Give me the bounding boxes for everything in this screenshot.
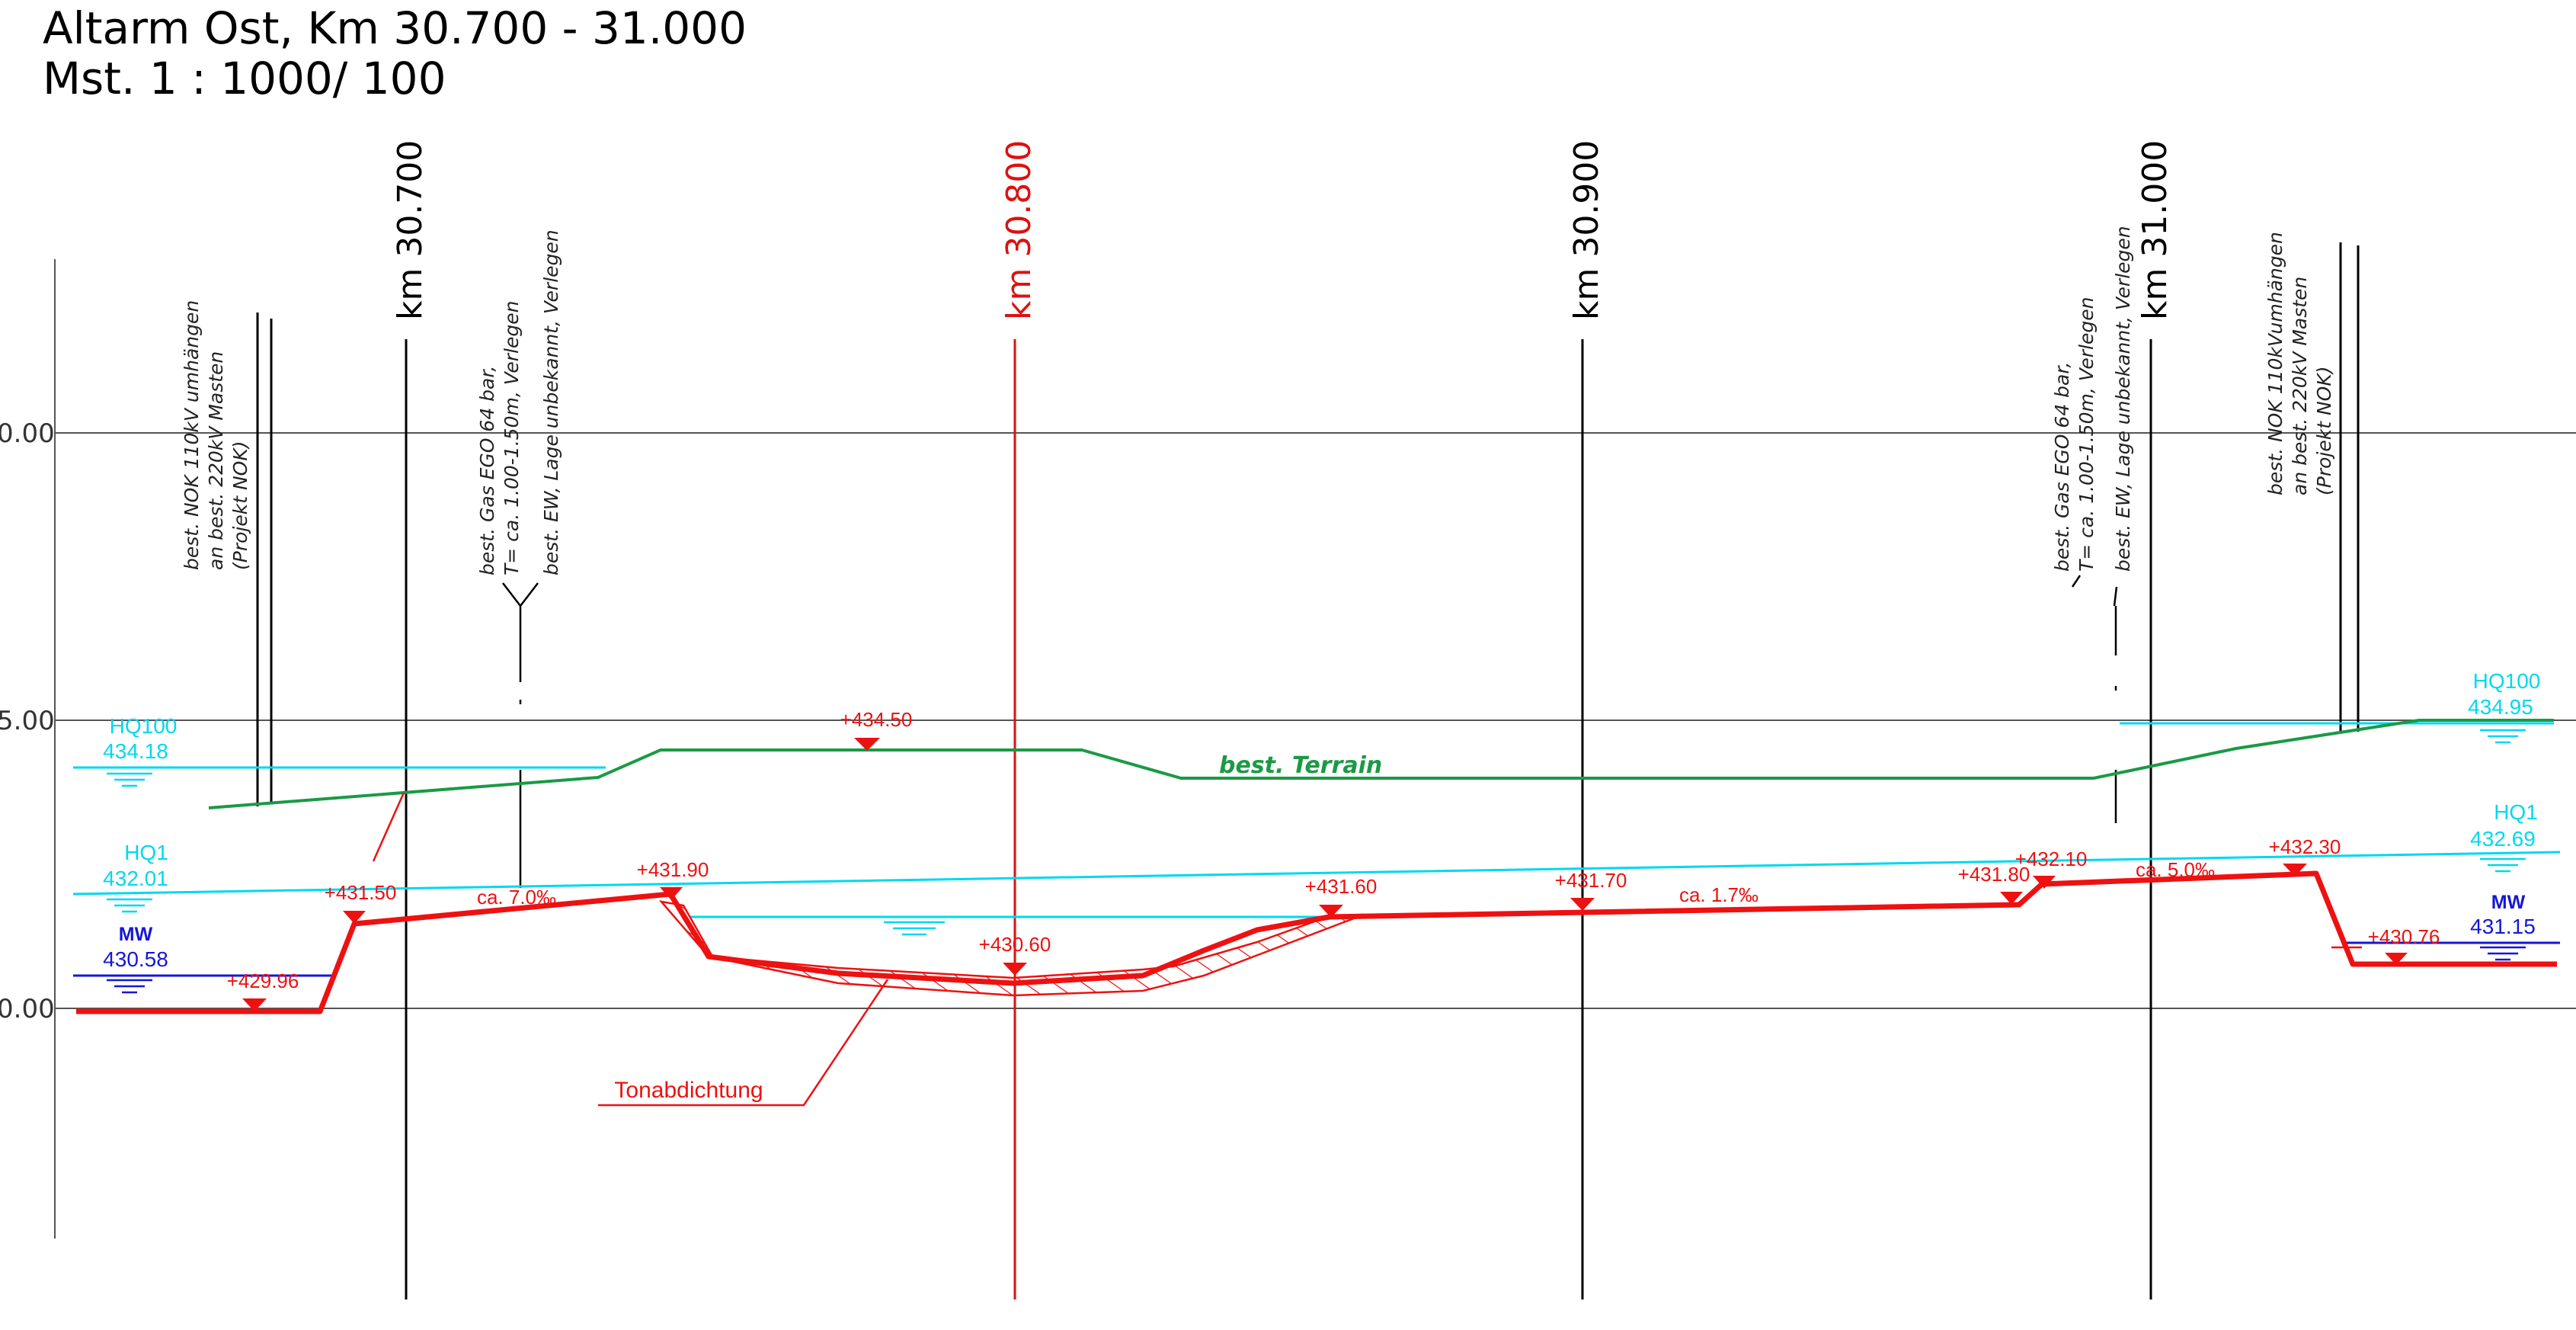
slope-label-3: ca. 5.0‰ [2136, 858, 2215, 881]
hq1-left-label: HQ1 [124, 841, 168, 864]
clay-label-leader [598, 979, 889, 1107]
design-profile-line [76, 870, 2557, 1014]
station-label-31000: km 31.000 [2136, 140, 2174, 320]
right-utility-crossing [2071, 575, 2118, 823]
marker-431-70 [1570, 898, 1595, 911]
marker-432-10 [2033, 876, 2056, 889]
mw-left-value: 430.58 [103, 947, 168, 971]
label-431-70: +431.70 [1555, 869, 1627, 892]
hq1-right-value: 432.69 [2470, 827, 2536, 851]
marker-430-60 [1003, 963, 1027, 976]
note-nok-left-line-3: (Projekt NOK) [229, 441, 251, 570]
label-429-96: +429.96 [227, 969, 299, 992]
label-430-60: +430.60 [979, 933, 1051, 956]
note-gas-left-line-2: T= ca. 1.00-1.50m, Verlegen [501, 301, 523, 575]
hq1-right-label: HQ1 [2494, 800, 2538, 824]
marker-431-80 [2000, 892, 2023, 905]
station-label-30800: km 30.800 [1000, 140, 1038, 320]
note-nok-right-line-3: (Projekt NOK) [2313, 367, 2335, 495]
elevation-grid [54, 259, 2576, 1239]
slope-label-1: ca. 7.0‰ [477, 886, 556, 909]
marker-430-76 [2385, 953, 2408, 965]
marker-432-30 [2283, 864, 2307, 877]
note-nok-right-line-2: an best. 220kV Masten [2289, 277, 2311, 495]
label-431-90: +431.90 [637, 858, 709, 881]
hq100-left-label: HQ100 [110, 714, 178, 738]
hq1-line [72, 851, 2561, 896]
note-gas-right-line-1: best. Gas EGO 64 bar, [2051, 362, 2073, 572]
hq100-left-value: 434.18 [103, 739, 168, 763]
elevation-tick-upper: 0.00 [0, 418, 55, 449]
hq100-right-value: 434.95 [2468, 695, 2533, 719]
label-431-80: +431.80 [1958, 863, 2030, 886]
label-431-60: +431.60 [1305, 875, 1378, 898]
marker-431-60 [1319, 905, 1343, 918]
note-nok-right-line-1: best. NOK 110kVumhängen [2264, 232, 2286, 495]
label-431-50: +431.50 [325, 881, 397, 904]
marker-429-96 [242, 998, 267, 1011]
label-432-10: +432.10 [2015, 848, 2088, 870]
terrain-label: best. Terrain [1219, 752, 1382, 779]
mw-left-label: MW [119, 924, 153, 945]
note-nok-left: best. NOK 110kV umhängen an best. 220kV … [181, 300, 251, 570]
note-nok-right: best. NOK 110kVumhängen an best. 220kV M… [2264, 232, 2335, 495]
title-line-1: Altarm Ost, Km 30.700 - 31.000 [43, 2, 747, 54]
slope-label-2: ca. 1.7‰ [1679, 883, 1758, 906]
left-utility-crossing [502, 582, 539, 888]
mw-right-label: MW [2491, 892, 2526, 913]
title-line-2: Mst. 1 : 1000/ 100 [43, 53, 446, 104]
elevation-markers [242, 738, 2408, 1011]
label-434-50: +434.50 [840, 708, 913, 731]
note-ew-right: best. EW, Lage unbekannt, Verlegen [2112, 226, 2134, 572]
marker-431-50 [343, 911, 366, 924]
water-level-symbols [107, 729, 2526, 994]
marker-431-90 [660, 887, 683, 900]
station-lines [405, 339, 2152, 1300]
note-nok-left-line-1: best. NOK 110kV umhängen [181, 300, 203, 570]
existing-terrain-line [208, 719, 2554, 809]
elevation-tick-lower: 0.00 [0, 994, 55, 1024]
marker-434-50 [854, 738, 880, 751]
right-power-mast [2339, 242, 2360, 733]
clay-sealing-label: Tonabdichtung [614, 1078, 763, 1103]
elevation-tick-middle: 5.00 [0, 706, 55, 736]
drawing-title: Altarm Ost, Km 30.700 - 31.000 Mst. 1 : … [43, 3, 747, 104]
label-430-76: +430.76 [2368, 925, 2440, 948]
station-label-30700: km 30.700 [391, 140, 430, 320]
station-label-30900: km 30.900 [1567, 140, 1606, 320]
mw-lines [73, 941, 2560, 977]
note-nok-left-line-2: an best. 220kV Masten [205, 351, 227, 570]
water-levels [72, 722, 2561, 918]
leader-431-50 [372, 792, 405, 862]
note-gas-left-line-1: best. Gas EGO 64 bar, [476, 366, 498, 575]
hq1-left-value: 432.01 [103, 867, 168, 890]
mw-right-value: 431.15 [2470, 915, 2536, 938]
note-ew-left: best. EW, Lage unbekannt, Verlegen [540, 229, 562, 575]
left-power-mast [256, 312, 273, 806]
note-gas-right-line-2: T= ca. 1.00-1.50m, Verlegen [2075, 297, 2098, 572]
hq100-right-label: HQ100 [2473, 669, 2541, 693]
label-432-30: +432.30 [2269, 835, 2341, 858]
